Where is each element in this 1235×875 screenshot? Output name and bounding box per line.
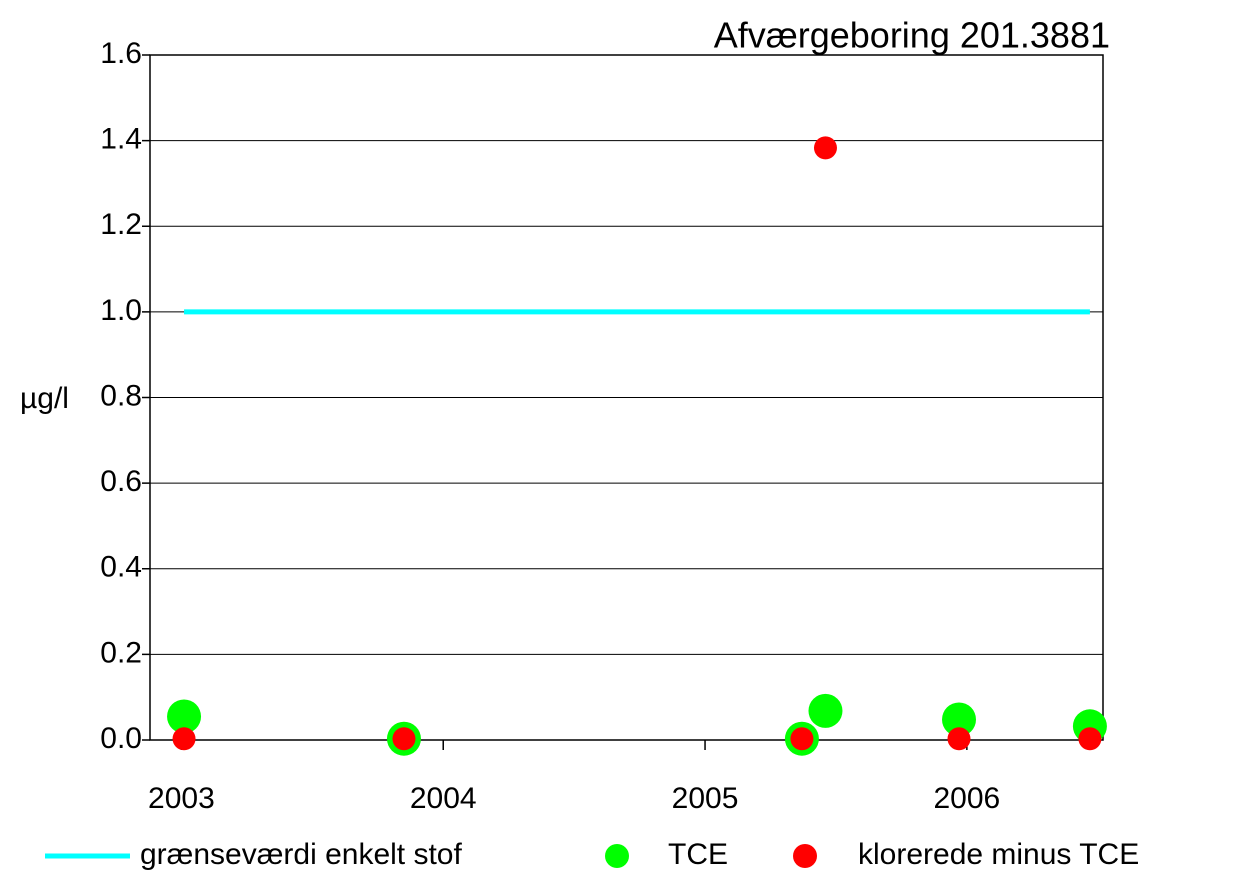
chart-title: Afværgeboring 201.3881 xyxy=(714,15,1110,56)
y-tick-label: 1.4 xyxy=(100,123,142,156)
y-tick-label: 0.8 xyxy=(100,379,142,412)
tce-point xyxy=(942,702,977,737)
chlorinated-point xyxy=(790,727,814,751)
chlorinated-point xyxy=(392,727,416,751)
x-tick-label: 2004 xyxy=(410,782,477,815)
y-axis-label: µg/l xyxy=(20,382,69,415)
y-tick-label: 0.0 xyxy=(100,722,142,755)
legend-label: grænseværdi enkelt stof xyxy=(140,838,462,871)
legend-label: klorerede minus TCE xyxy=(858,838,1139,871)
legend-swatch xyxy=(793,844,817,868)
tce-point xyxy=(167,699,202,734)
chlorinated-point xyxy=(813,136,837,160)
y-tick-label: 1.6 xyxy=(100,37,142,70)
tce-point xyxy=(808,693,843,728)
y-tick-label: 1.2 xyxy=(100,208,142,241)
chlorinated-point xyxy=(1078,727,1102,751)
x-tick-label: 2006 xyxy=(933,782,1000,815)
plot-frame xyxy=(149,54,1104,741)
x-tick-label: 2005 xyxy=(672,782,739,815)
y-tick-label: 1.0 xyxy=(100,294,142,327)
legend-label: TCE xyxy=(668,838,728,871)
y-tick-label: 0.4 xyxy=(100,551,142,584)
y-tick-label: 0.6 xyxy=(100,465,142,498)
y-tick-label: 0.2 xyxy=(100,636,142,669)
x-tick-label: 2003 xyxy=(148,782,215,815)
chlorinated-point xyxy=(947,727,971,751)
chlorinated-point xyxy=(172,727,196,751)
legend-swatch xyxy=(605,844,629,868)
